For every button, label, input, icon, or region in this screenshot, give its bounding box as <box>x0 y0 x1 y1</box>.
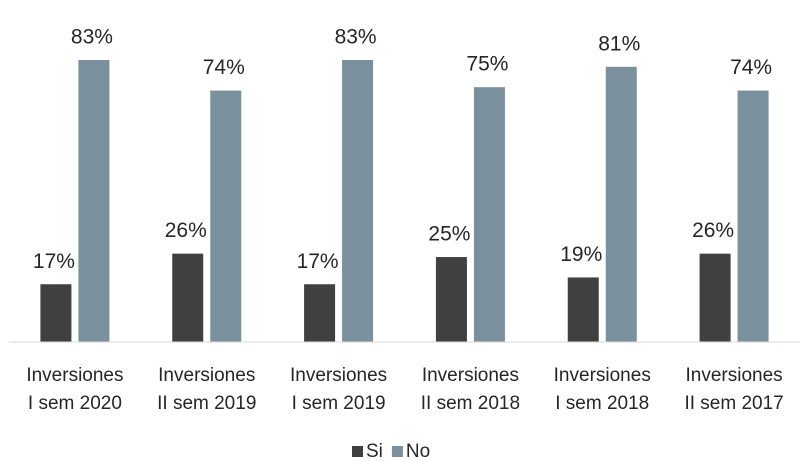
x-tick-label: Inversiones I sem 2020 <box>26 365 123 414</box>
x-tick-label: Inversiones II sem 2018 <box>421 365 520 414</box>
bar <box>40 284 72 342</box>
bar <box>78 60 110 342</box>
data-label: 83% <box>71 26 113 49</box>
x-tick-label: Inversiones I sem 2019 <box>290 365 387 414</box>
legend-swatch <box>352 446 363 457</box>
data-label: 19% <box>560 243 602 266</box>
x-tick-label: Inversiones I sem 2018 <box>554 365 651 414</box>
x-tick-label: Inversiones II sem 2017 <box>684 365 783 414</box>
data-label: 81% <box>598 32 640 55</box>
bar <box>699 253 731 342</box>
x-tick-label: Inversiones II sem 2019 <box>157 365 256 414</box>
legend-swatch <box>391 446 403 457</box>
data-label: 17% <box>297 250 339 273</box>
data-label: 74% <box>730 56 772 79</box>
data-label: 26% <box>692 219 734 242</box>
data-label: 25% <box>428 223 470 246</box>
bar <box>172 253 204 342</box>
data-label: 26% <box>165 219 207 242</box>
bar <box>737 90 769 343</box>
bar <box>435 257 467 342</box>
bar <box>605 66 637 343</box>
bar <box>567 277 599 342</box>
data-label: 74% <box>203 56 245 79</box>
legend-label: Si <box>366 441 383 461</box>
data-label: 75% <box>466 53 508 76</box>
data-label: 83% <box>335 26 377 49</box>
bar <box>210 90 242 343</box>
bar <box>473 87 505 342</box>
bar <box>342 60 374 342</box>
bar <box>304 284 336 342</box>
legend-label: No <box>406 441 430 461</box>
data-label: 17% <box>33 250 75 273</box>
